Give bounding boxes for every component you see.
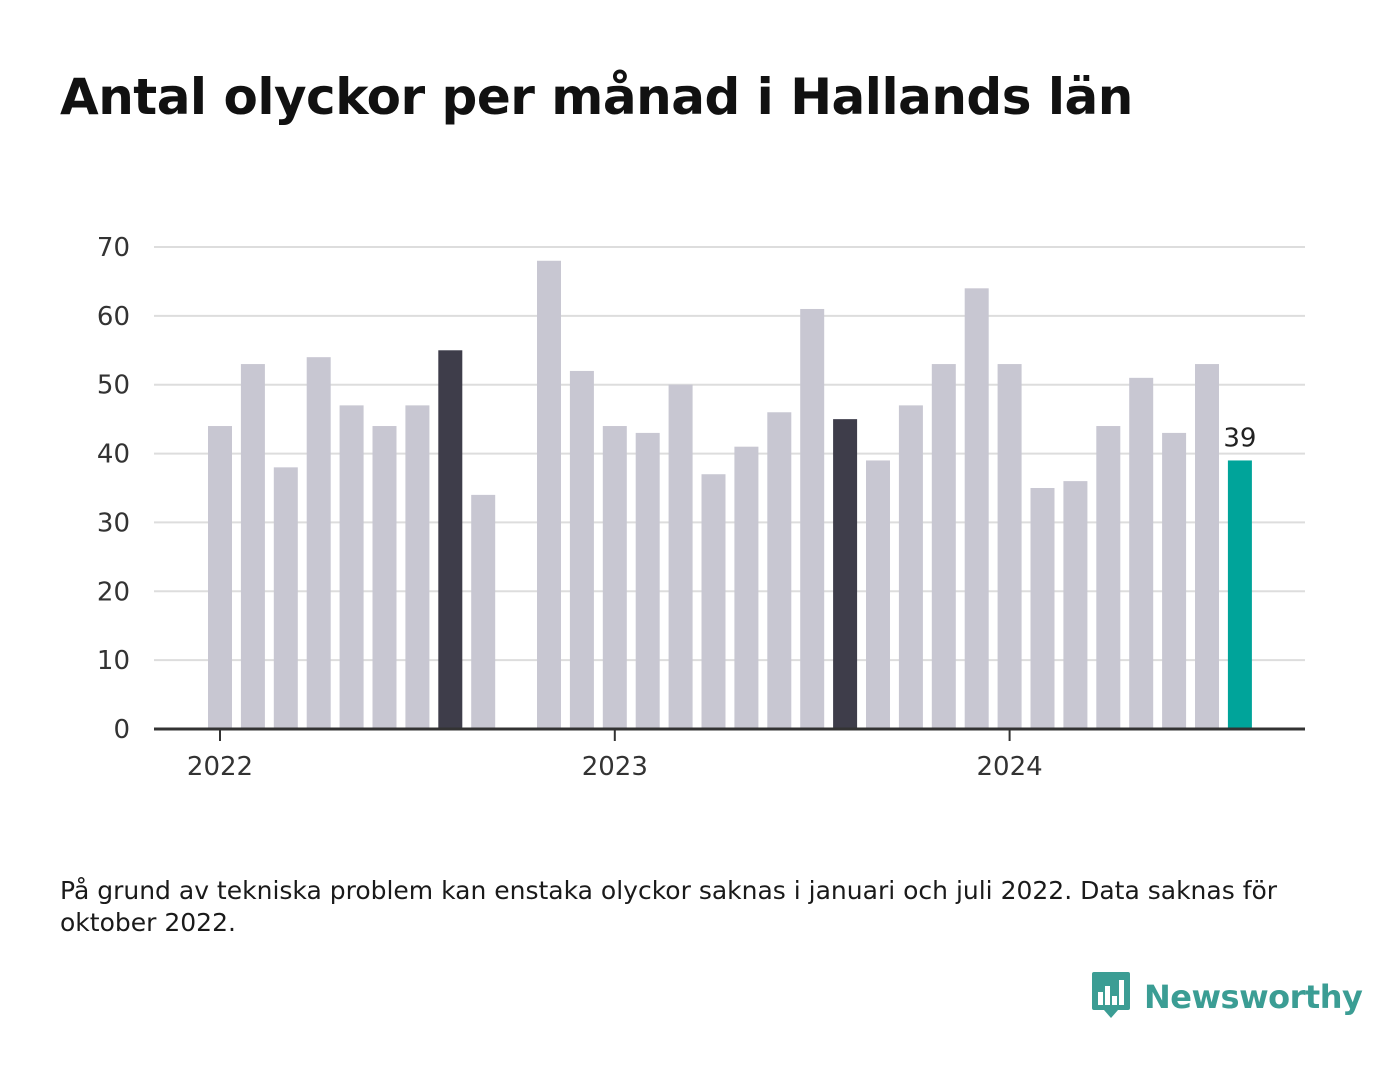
bar xyxy=(1129,377,1154,729)
x-tick-label: 2023 xyxy=(582,752,648,782)
y-tick-label: 0 xyxy=(113,715,130,745)
bar-chart: 0 10 20 30 40 50 60 70 2022 2023 2024 39 xyxy=(97,233,1305,782)
bar xyxy=(405,405,430,729)
bar xyxy=(668,384,693,729)
bar xyxy=(1030,488,1055,729)
brand-logo: Newsworthy xyxy=(1090,970,1363,1024)
y-tick-label: 30 xyxy=(97,508,130,538)
bar xyxy=(1227,460,1252,729)
bar-value-labels: 39 xyxy=(1223,423,1256,453)
y-axis-ticks: 0 10 20 30 40 50 60 70 xyxy=(97,233,130,745)
bar-value-label: 39 xyxy=(1223,423,1256,453)
y-tick-label: 60 xyxy=(97,302,130,332)
newsworthy-logo-icon xyxy=(1090,970,1132,1024)
bar xyxy=(240,364,265,729)
bar xyxy=(898,405,923,729)
bar xyxy=(471,494,496,729)
bar xyxy=(800,308,825,729)
bar xyxy=(306,357,331,729)
bar xyxy=(1162,432,1187,729)
bar xyxy=(339,405,364,729)
x-tick-label: 2024 xyxy=(977,752,1043,782)
bar xyxy=(1195,364,1219,729)
bar xyxy=(602,426,627,729)
bar xyxy=(833,419,858,729)
bar xyxy=(569,370,594,729)
bar xyxy=(372,426,397,729)
bar xyxy=(438,350,463,729)
bar xyxy=(701,474,726,729)
y-tick-label: 70 xyxy=(97,233,130,263)
bar xyxy=(208,426,232,729)
bar xyxy=(273,467,298,729)
footnote: På grund av tekniska problem kan enstaka… xyxy=(60,876,1278,937)
brand-name: Newsworthy xyxy=(1144,978,1363,1016)
bars xyxy=(208,260,1252,729)
bar xyxy=(931,364,956,729)
bar xyxy=(964,288,989,729)
chart-title: Antal olyckor per månad i Hallands län xyxy=(60,68,1133,126)
bar xyxy=(1063,481,1088,729)
bar xyxy=(1096,426,1121,729)
x-axis-ticks: 2022 2023 2024 xyxy=(187,729,1043,782)
y-tick-label: 40 xyxy=(97,440,130,470)
bar xyxy=(635,432,660,729)
bar xyxy=(734,446,759,729)
y-tick-label: 50 xyxy=(97,371,130,401)
bar xyxy=(767,412,792,729)
bar xyxy=(537,260,561,729)
y-tick-label: 10 xyxy=(97,646,130,676)
y-tick-label: 20 xyxy=(97,577,130,607)
x-tick-label: 2022 xyxy=(187,752,253,782)
bar xyxy=(866,460,890,729)
bar xyxy=(997,364,1022,729)
